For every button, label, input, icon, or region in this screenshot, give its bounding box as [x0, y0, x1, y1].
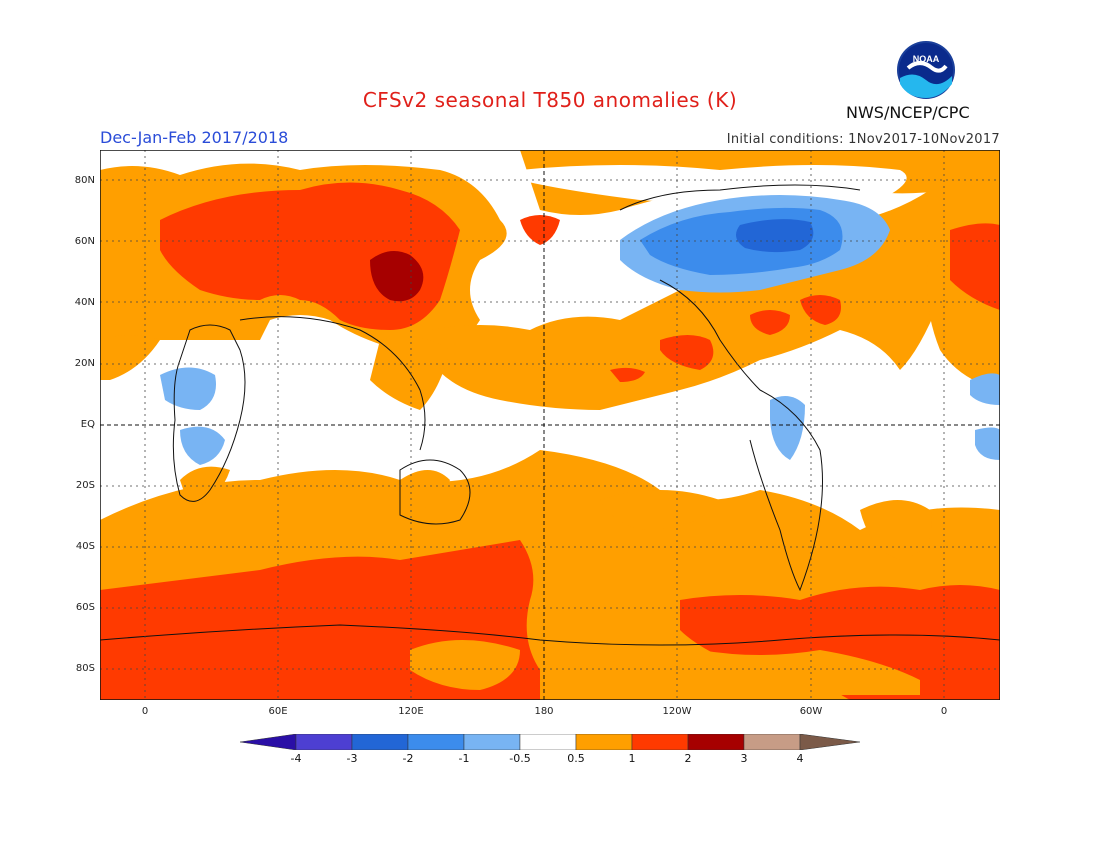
- colorbar-seg-gt-4: [799, 734, 860, 750]
- anomaly-region-samer-blue: [770, 396, 805, 460]
- colorbar-tick-p05: 0.5: [567, 752, 585, 765]
- anomaly-region-europe-red: [950, 223, 1000, 310]
- colorbar-tick-m05: -0.5: [509, 752, 531, 765]
- anomaly-region-eurasia-dark-red: [370, 251, 424, 302]
- anomaly-region-us-red-3: [750, 310, 790, 335]
- colorbar-seg-p1-2: [631, 734, 689, 750]
- anomaly-region-antarctic-orange-2: [550, 650, 920, 695]
- lat-label-20s: 20S: [75, 480, 95, 491]
- colorbar-seg-m4-m3: [295, 734, 353, 750]
- colorbar-tick-m3: -3: [346, 752, 358, 765]
- anomaly-region-us-red-1: [660, 335, 714, 370]
- anomaly-region-antarctic-orange: [410, 640, 520, 690]
- lat-label-60s: 60S: [75, 602, 95, 613]
- colorbar-seg-m3-m2: [351, 734, 409, 750]
- agency-label: NWS/NCEP/CPC: [846, 103, 970, 122]
- lat-label-eq: EQ: [80, 419, 95, 430]
- colorbar-tick-p3: 3: [740, 752, 748, 765]
- lat-label-80n: 80N: [74, 175, 95, 186]
- anomaly-region-us-red-2: [800, 295, 841, 325]
- lon-label-60w: 60W: [799, 706, 823, 717]
- anomaly-region-africa-blue-2: [180, 426, 225, 465]
- anomaly-region-arctic-red: [520, 215, 560, 245]
- initial-conditions-label: Initial conditions: 1Nov2017-10Nov2017: [726, 132, 1000, 147]
- lon-label-0: 0: [141, 706, 149, 717]
- lon-label-0-right: 0: [940, 706, 948, 717]
- anomaly-region-pac-red: [610, 367, 645, 382]
- colorbar-seg-lt-m4: [240, 734, 297, 750]
- lon-label-120w: 120W: [662, 706, 692, 717]
- colorbar-tick-p2: 2: [684, 752, 692, 765]
- lat-label-40n: 40N: [74, 297, 95, 308]
- lat-label-40s: 40S: [75, 541, 95, 552]
- colorbar-tick-m1: -1: [458, 752, 470, 765]
- colorbar-seg-m2-m1: [407, 734, 465, 750]
- colorbar-tick-p1: 1: [628, 752, 636, 765]
- anomaly-region-samer-south: [860, 500, 932, 560]
- coastlines: [100, 184, 1000, 646]
- lon-label-60e: 60E: [268, 706, 288, 717]
- anomaly-region-sepac: [600, 490, 720, 530]
- lon-label-180: 180: [534, 706, 554, 717]
- colorbar-seg-neutral: [519, 734, 577, 750]
- colorbar: [240, 734, 860, 750]
- lat-label-60n: 60N: [74, 236, 95, 247]
- anomaly-region-atlantic-blue-2: [975, 427, 1000, 460]
- colorbar-seg-p3-4: [743, 734, 801, 750]
- colorbar-tick-p4: 4: [796, 752, 804, 765]
- anomaly-region-southern-red-2: [680, 585, 1000, 700]
- anomaly-region-australia: [400, 470, 450, 510]
- colorbar-tick-m2: -2: [402, 752, 414, 765]
- anomaly-map: [100, 150, 1000, 700]
- anomaly-region-africa-west: [100, 335, 160, 380]
- lon-label-120e: 120E: [398, 706, 424, 717]
- colorbar-seg-p05-1: [575, 734, 633, 750]
- logo-text: NOAA: [913, 54, 940, 64]
- colorbar-seg-m1-m05: [463, 734, 521, 750]
- season-label: Dec-Jan-Feb 2017/2018: [100, 128, 289, 147]
- map-title: CFSv2 seasonal T850 anomalies (K): [362, 88, 738, 112]
- anomaly-region-atlantic-blue: [970, 373, 1000, 405]
- lat-label-20n: 20N: [74, 358, 95, 369]
- lat-label-80s: 80S: [75, 663, 95, 674]
- colorbar-tick-m4: -4: [290, 752, 302, 765]
- graticule: [100, 150, 1000, 700]
- anomaly-region-arctic-white: [520, 165, 907, 203]
- anomaly-region-north-america-dark-blue: [736, 219, 814, 253]
- colorbar-seg-p2-3: [687, 734, 745, 750]
- noaa-logo-icon: NOAA: [897, 41, 955, 99]
